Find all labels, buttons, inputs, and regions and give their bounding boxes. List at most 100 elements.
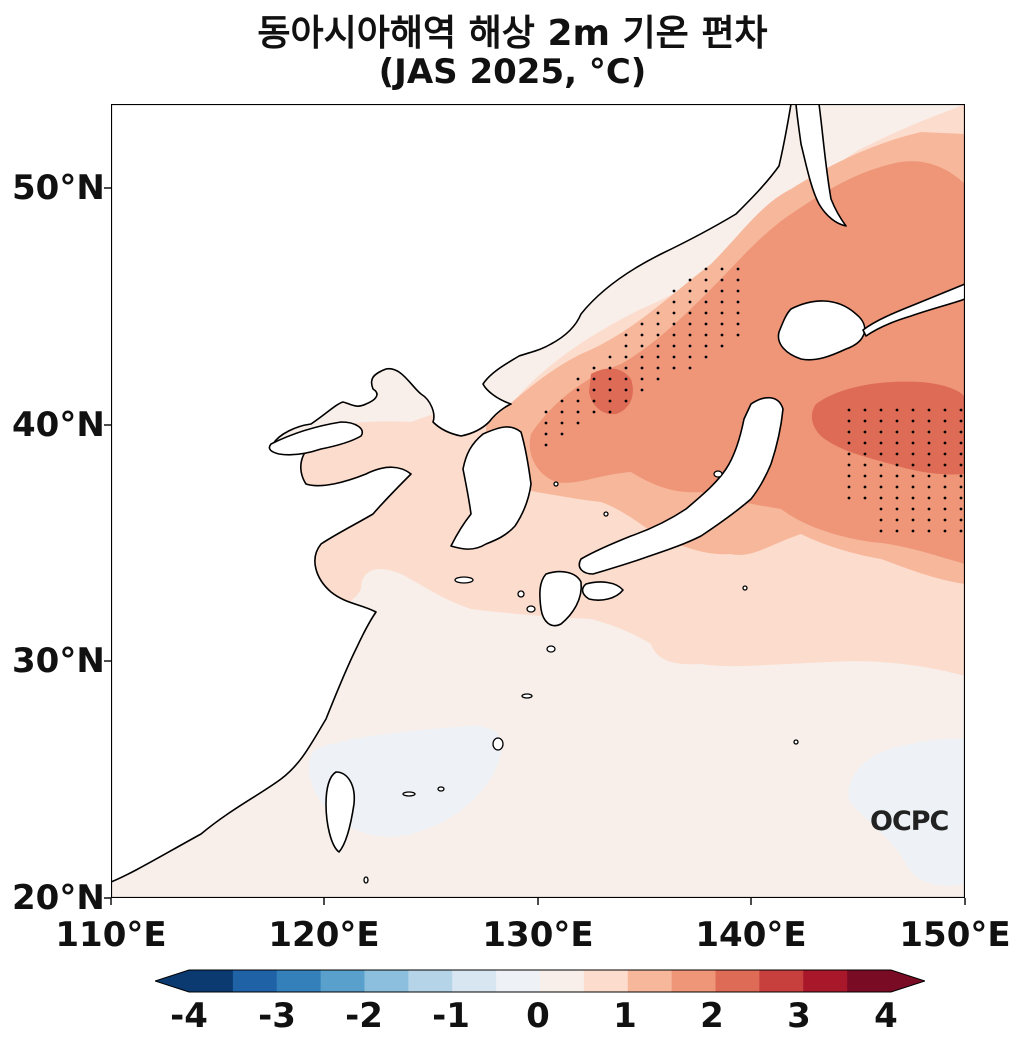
stipple-dot bbox=[640, 355, 644, 359]
stipple-dot bbox=[608, 355, 612, 359]
ocpc-logo: OCPC bbox=[870, 806, 949, 837]
stipple-dot bbox=[847, 430, 851, 434]
stipple-dot bbox=[672, 322, 676, 326]
stipple-dot bbox=[911, 430, 915, 434]
lat-tick-label: 40°N bbox=[12, 405, 105, 445]
colorbar-segment bbox=[847, 970, 892, 992]
stipple-dot bbox=[736, 322, 740, 326]
stipple-dot bbox=[895, 529, 899, 533]
stipple-dot bbox=[959, 408, 963, 412]
stipple-dot bbox=[879, 463, 883, 467]
stipple-dot bbox=[608, 388, 612, 392]
stipple-dot bbox=[959, 529, 963, 533]
stipple-dot bbox=[895, 441, 899, 445]
stipple-dot bbox=[592, 399, 596, 403]
stipple-dot bbox=[720, 333, 724, 337]
stipple-dot bbox=[704, 355, 708, 359]
stipple-dot bbox=[736, 333, 740, 337]
stipple-dot bbox=[608, 366, 612, 370]
stipple-dot bbox=[592, 410, 596, 414]
stipple-dot bbox=[863, 496, 867, 500]
stipple-dot bbox=[895, 485, 899, 489]
stipple-dot bbox=[959, 485, 963, 489]
stipple-dot bbox=[863, 463, 867, 467]
stipple-dot bbox=[943, 408, 947, 412]
stipple-dot bbox=[720, 311, 724, 315]
stipple-dot bbox=[911, 441, 915, 445]
lon-tick-label: 150°E bbox=[899, 915, 1011, 955]
stipple-dot bbox=[736, 267, 740, 271]
lat-tick-label: 50°N bbox=[12, 168, 105, 208]
stipple-dot bbox=[911, 529, 915, 533]
map-frame bbox=[111, 104, 965, 898]
stipple-dot bbox=[672, 300, 676, 304]
stipple-dot bbox=[704, 267, 708, 271]
stipple-dot bbox=[879, 452, 883, 456]
lon-tick-label: 130°E bbox=[482, 915, 594, 955]
significance-stippling bbox=[544, 267, 963, 533]
stipple-dot bbox=[959, 452, 963, 456]
stipple-dot bbox=[704, 278, 708, 282]
land-japan-shikoku bbox=[581, 581, 624, 601]
colorbar-segment bbox=[276, 970, 322, 992]
stipple-dot bbox=[863, 408, 867, 412]
colorbar-segment bbox=[627, 970, 673, 992]
land-kamchatka-kuril bbox=[862, 283, 965, 337]
stipple-dot bbox=[544, 432, 548, 436]
colorbar-segment bbox=[189, 970, 234, 992]
stipple-dot bbox=[863, 441, 867, 445]
stipple-dot bbox=[720, 267, 724, 271]
colorbar-outline bbox=[155, 969, 925, 993]
anomaly-negative-east bbox=[848, 738, 965, 886]
land-shandong bbox=[268, 421, 363, 456]
stipple-dot bbox=[911, 463, 915, 467]
stipple-dot bbox=[576, 421, 580, 425]
stipple-dot bbox=[576, 388, 580, 392]
stipple-dot bbox=[863, 485, 867, 489]
stipple-dot bbox=[927, 408, 931, 412]
stipple-dot bbox=[624, 399, 628, 403]
stipple-dot bbox=[879, 518, 883, 522]
stipple-dot bbox=[959, 474, 963, 478]
stipple-dot bbox=[656, 377, 660, 381]
stipple-dot bbox=[927, 474, 931, 478]
land-china-coast bbox=[111, 104, 792, 883]
stipple-dot bbox=[911, 507, 915, 511]
anomaly-negative-taiwan bbox=[308, 726, 503, 837]
stipple-dot bbox=[608, 410, 612, 414]
stipple-dot bbox=[720, 278, 724, 282]
stipple-dot bbox=[863, 419, 867, 423]
stipple-dot bbox=[640, 377, 644, 381]
stipple-dot bbox=[927, 485, 931, 489]
stipple-dot bbox=[672, 344, 676, 348]
stipple-dot bbox=[911, 485, 915, 489]
colorbar bbox=[155, 969, 925, 993]
lat-tick-label: 30°N bbox=[12, 641, 105, 681]
stipple-dot bbox=[672, 355, 676, 359]
colorbar-segment bbox=[320, 970, 365, 992]
colorbar-extend-low bbox=[155, 970, 189, 992]
stipple-dot bbox=[959, 496, 963, 500]
stipple-dot bbox=[847, 441, 851, 445]
stipple-dot bbox=[879, 474, 883, 478]
stipple-dot bbox=[736, 289, 740, 293]
stipple-dot bbox=[847, 474, 851, 478]
stipple-dot bbox=[895, 463, 899, 467]
colorbar-segment bbox=[232, 970, 278, 992]
stipple-dot bbox=[879, 485, 883, 489]
stipple-dot bbox=[704, 289, 708, 293]
stipple-dot bbox=[943, 441, 947, 445]
stipple-dot bbox=[943, 463, 947, 467]
lon-tick-label: 120°E bbox=[268, 915, 380, 955]
stipple-dot bbox=[943, 452, 947, 456]
stipple-dot bbox=[704, 300, 708, 304]
stipple-dot bbox=[560, 421, 564, 425]
stipple-dot bbox=[847, 496, 851, 500]
stipple-dot bbox=[704, 322, 708, 326]
stipple-dot bbox=[895, 430, 899, 434]
stipple-dot bbox=[879, 507, 883, 511]
stipple-dot bbox=[895, 408, 899, 412]
stipple-dot bbox=[895, 474, 899, 478]
stipple-dot bbox=[911, 518, 915, 522]
stipple-dot bbox=[544, 421, 548, 425]
